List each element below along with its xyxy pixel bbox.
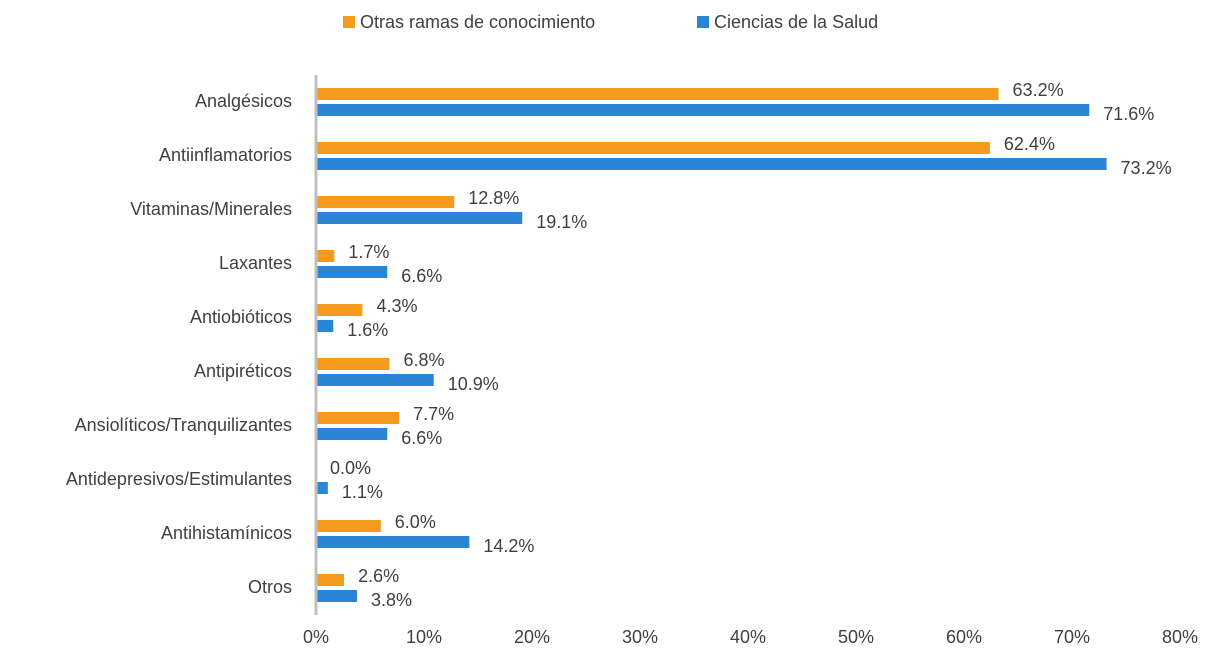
x-tick-label: 50%	[838, 627, 874, 647]
bar	[316, 536, 470, 548]
x-tick-label: 70%	[1054, 627, 1090, 647]
data-label: 63.2%	[1013, 80, 1064, 100]
bar	[316, 250, 335, 262]
data-label: 62.4%	[1004, 134, 1055, 154]
bar	[316, 266, 388, 278]
data-label: 1.7%	[348, 242, 389, 262]
data-label: 2.6%	[358, 566, 399, 586]
data-label: 7.7%	[413, 404, 454, 424]
bar	[316, 104, 1090, 116]
y-tick-label: Analgésicos	[195, 91, 292, 111]
y-tick-label: Antipiréticos	[194, 361, 292, 381]
bar	[316, 428, 388, 440]
y-tick-label: Antihistamínicos	[161, 523, 292, 543]
data-label: 6.6%	[401, 428, 442, 448]
bar	[316, 88, 999, 100]
data-label: 10.9%	[448, 374, 499, 394]
y-tick-label: Laxantes	[219, 253, 292, 273]
data-label: 71.6%	[1103, 104, 1154, 124]
x-tick-label: 0%	[303, 627, 329, 647]
bar	[316, 142, 990, 154]
data-label: 1.6%	[347, 320, 388, 340]
bar	[316, 574, 345, 586]
bar	[316, 590, 358, 602]
data-label: 1.1%	[342, 482, 383, 502]
data-label: 0.0%	[330, 458, 371, 478]
y-tick-label: Antiobióticos	[190, 307, 292, 327]
y-tick-label: Otros	[248, 577, 292, 597]
x-tick-label: 10%	[406, 627, 442, 647]
data-label: 6.0%	[395, 512, 436, 532]
bar	[316, 482, 328, 494]
bar	[316, 212, 523, 224]
y-tick-label: Ansiolíticos/Tranquilizantes	[75, 415, 292, 435]
x-tick-label: 20%	[514, 627, 550, 647]
bar	[316, 358, 390, 370]
data-label: 19.1%	[536, 212, 587, 232]
legend-label: Ciencias de la Salud	[714, 12, 878, 32]
data-label: 3.8%	[371, 590, 412, 610]
data-label: 6.6%	[401, 266, 442, 286]
bar	[316, 412, 400, 424]
bar	[316, 196, 455, 208]
x-tick-label: 40%	[730, 627, 766, 647]
data-label: 14.2%	[483, 536, 534, 556]
bar	[316, 320, 334, 332]
data-label: 6.8%	[403, 350, 444, 370]
data-label: 12.8%	[468, 188, 519, 208]
legend-swatch	[697, 16, 709, 28]
bar	[316, 374, 434, 386]
legend-swatch	[343, 16, 355, 28]
bar	[316, 158, 1107, 170]
legend-label: Otras ramas de conocimiento	[360, 12, 595, 32]
y-tick-label: Antiinflamatorios	[159, 145, 292, 165]
y-tick-label: Vitaminas/Minerales	[130, 199, 292, 219]
x-tick-label: 30%	[622, 627, 658, 647]
y-tick-label: Antidepresivos/Estimulantes	[66, 469, 292, 489]
x-tick-label: 80%	[1162, 627, 1198, 647]
data-label: 4.3%	[376, 296, 417, 316]
data-label: 73.2%	[1121, 158, 1172, 178]
bar	[316, 304, 363, 316]
x-tick-label: 60%	[946, 627, 982, 647]
bar	[316, 520, 381, 532]
